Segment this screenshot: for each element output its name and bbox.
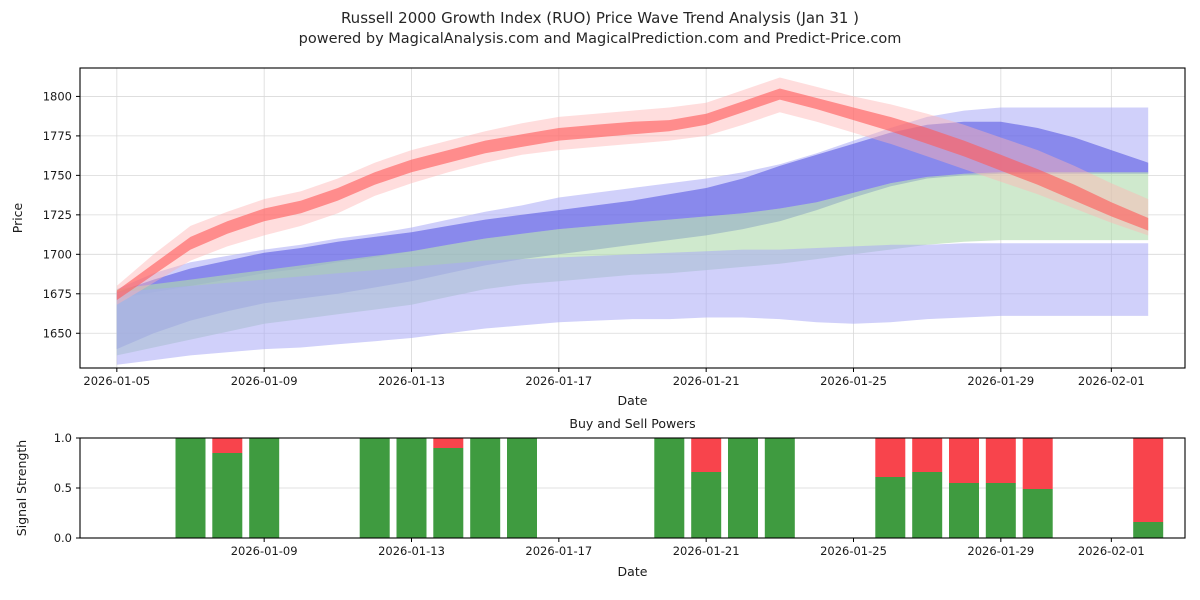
y-tick-label: 1800 (43, 89, 72, 103)
title-block: Russell 2000 Growth Index (RUO) Price Wa… (0, 8, 1200, 50)
bar-buy-power (249, 438, 280, 538)
bar-sell-power (875, 438, 906, 477)
x-tick-label: 2026-01-05 (83, 374, 150, 388)
bar-sell-power (433, 438, 464, 448)
page-subtitle: powered by MagicalAnalysis.com and Magic… (298, 31, 902, 47)
bar-sell-power (1022, 438, 1053, 489)
bar-sell-power (1133, 438, 1164, 522)
bar-buy-power (1133, 522, 1164, 538)
x-tick-label: 2026-01-17 (525, 374, 592, 388)
bar-buy-power (507, 438, 537, 538)
power-x-tick-label: 2026-01-29 (967, 544, 1034, 558)
y-tick-label: 1725 (43, 208, 72, 222)
price-plot-frame (79, 67, 1186, 369)
bar-buy-power (691, 472, 722, 538)
bar-sell-power (985, 438, 1016, 483)
bar-buy-power (728, 438, 758, 538)
bar-buy-power (470, 438, 501, 538)
bar-buy-power (949, 483, 979, 538)
price-wave-chart: 1650 1675 1700 1725 1750 1775 1800 2026-01-05 20… (10, 67, 1186, 408)
x-tick-label: 2026-01-25 (820, 374, 887, 388)
buy-sell-powers-chart: Buy and Sell Powers 0.0 0.5 1.0 2026-01-09 20… (14, 416, 1186, 579)
x-tick-label: 2026-01-21 (673, 374, 740, 388)
power-x-tick-label: 2026-01-13 (378, 544, 445, 558)
bar-buy-power (396, 438, 427, 538)
band-red-wave-outer-band (116, 77, 1149, 305)
bar-buy-power (875, 477, 906, 538)
y-tick-label: 1675 (43, 287, 72, 301)
y-tick-label: 1700 (43, 247, 72, 261)
power-y-tick-label: 0.5 (54, 481, 72, 495)
band-red-wave-core-band (116, 88, 1149, 301)
bar-buy-power (654, 438, 685, 538)
bar-sell-power (212, 438, 243, 453)
bar-buy-power (175, 438, 206, 538)
bar-buy-power (1022, 489, 1053, 538)
power-chart-title: Buy and Sell Powers (569, 416, 695, 431)
bar-buy-power (985, 483, 1016, 538)
y-tick-label: 1775 (43, 129, 72, 143)
page-title: Russell 2000 Growth Index (RUO) Price Wa… (340, 9, 860, 27)
bar-sell-power (912, 438, 943, 472)
power-x-axis-title: Date (618, 564, 648, 579)
price-y-axis-title: Price (10, 202, 25, 233)
bar-buy-power (359, 438, 390, 538)
y-tick-label: 1650 (43, 326, 72, 340)
bar-buy-power (764, 438, 795, 538)
bar-buy-power (912, 472, 943, 538)
bar-sell-power (691, 438, 722, 472)
bar-buy-power (212, 453, 243, 538)
price-x-axis-title: Date (618, 393, 648, 408)
y-tick-label: 1750 (43, 168, 72, 182)
power-x-tick-label: 2026-01-25 (820, 544, 887, 558)
x-tick-label: 2026-01-09 (231, 374, 298, 388)
band-lower-blue-forecast-band (116, 243, 1149, 365)
power-y-tick-label: 1.0 (54, 431, 72, 445)
x-tick-label: 2026-02-01 (1078, 374, 1145, 388)
power-x-tick-label: 2026-01-21 (673, 544, 740, 558)
power-x-tick-label: 2026-01-09 (231, 544, 298, 558)
power-x-tick-label: 2026-01-17 (525, 544, 592, 558)
bar-sell-power (949, 438, 979, 483)
power-x-tick-label: 2026-02-01 (1078, 544, 1145, 558)
power-y-axis-title: Signal Strength (14, 440, 29, 536)
bar-buy-power (433, 448, 464, 538)
power-y-tick-label: 0.0 (54, 531, 72, 545)
x-tick-label: 2026-01-13 (378, 374, 445, 388)
x-tick-label: 2026-01-29 (967, 374, 1034, 388)
